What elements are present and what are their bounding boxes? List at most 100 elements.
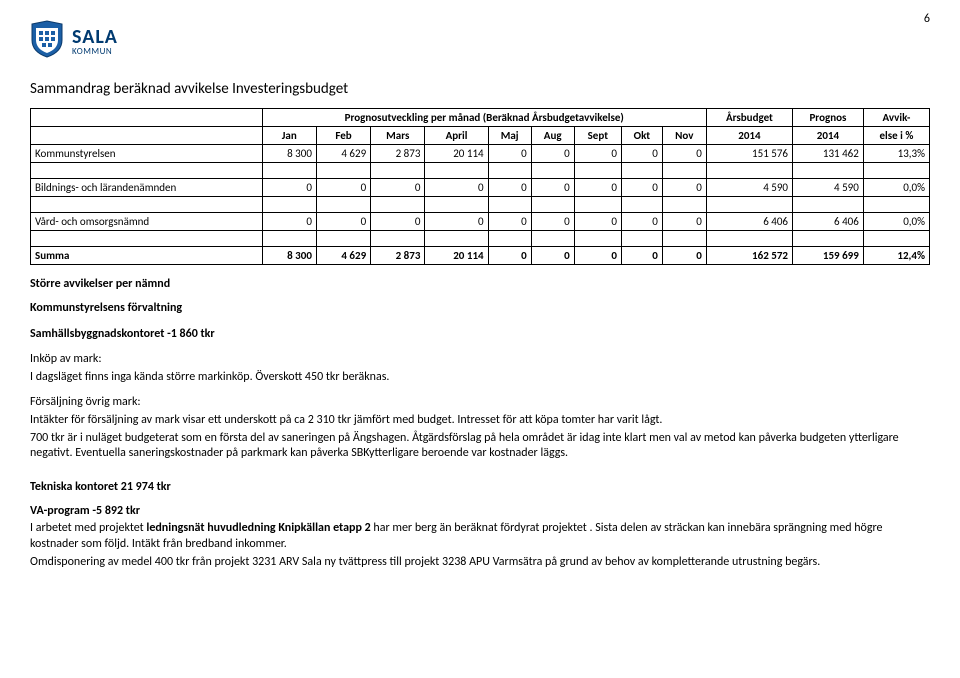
cell xyxy=(488,163,531,179)
cell: 0 xyxy=(316,179,370,197)
th: Aug xyxy=(531,127,574,145)
table-super-header: Prognosutveckling per månad (Beräknad År… xyxy=(31,109,930,127)
th: Nov xyxy=(662,127,706,145)
cell: 0 xyxy=(574,145,621,163)
cell xyxy=(662,163,706,179)
cell: 20 114 xyxy=(425,247,488,265)
cell xyxy=(793,197,864,213)
cell xyxy=(31,197,263,213)
cell xyxy=(706,197,792,213)
cell: 8 300 xyxy=(262,247,316,265)
cell: 0 xyxy=(531,179,574,197)
va-title: VA-program -5 892 tkr xyxy=(30,504,930,520)
cell: 6 406 xyxy=(706,213,792,231)
table-row: Kommunstyrelsen8 3004 6292 87320 1140000… xyxy=(31,145,930,163)
cell: 0 xyxy=(662,179,706,197)
table-row: Vård- och omsorgsnämnd0000000006 4066 40… xyxy=(31,213,930,231)
cell: 6 406 xyxy=(793,213,864,231)
cell xyxy=(863,163,929,179)
cell xyxy=(425,231,488,247)
th xyxy=(31,127,263,145)
th: 2014 xyxy=(706,127,792,145)
cell: 4 590 xyxy=(706,179,792,197)
cell: 162 572 xyxy=(706,247,792,265)
cell xyxy=(31,163,263,179)
shield-icon xyxy=(30,20,64,62)
logo-text: SALA KOMMUN xyxy=(72,27,118,56)
cell: 12,4% xyxy=(863,247,929,265)
tekniska-heading: Tekniska kontoret 21 974 tkr xyxy=(30,480,930,494)
cell xyxy=(706,231,792,247)
forsaljning-title: Försäljning övrig mark: xyxy=(30,395,930,411)
logo-big: SALA xyxy=(72,27,118,47)
th-blank xyxy=(31,109,263,127)
cell xyxy=(488,197,531,213)
cell: 0 xyxy=(662,247,706,265)
table-empty-row xyxy=(31,197,930,213)
row-label: Vård- och omsorgsnämnd xyxy=(31,213,263,231)
th: Mars xyxy=(371,127,425,145)
cell xyxy=(621,163,662,179)
cell xyxy=(316,231,370,247)
cell xyxy=(262,231,316,247)
cell xyxy=(662,231,706,247)
cell xyxy=(425,197,488,213)
cell: 4 629 xyxy=(316,247,370,265)
inkop-title: Inköp av mark: xyxy=(30,352,930,368)
table-row: Summa8 3004 6292 87320 11400000162 57215… xyxy=(31,247,930,265)
page-number: 6 xyxy=(924,12,930,26)
cell: 0 xyxy=(488,213,531,231)
cell: 159 699 xyxy=(793,247,864,265)
cell: 0 xyxy=(316,213,370,231)
th: Feb xyxy=(316,127,370,145)
forsaljning-l1: Intäkter för försäljning av mark visar e… xyxy=(30,413,930,429)
cell: 0 xyxy=(488,145,531,163)
cell xyxy=(531,197,574,213)
cell: 0 xyxy=(621,213,662,231)
cell: 0,0% xyxy=(863,213,929,231)
th: Maj xyxy=(488,127,531,145)
sub-heading: Större avvikelser per nämnd xyxy=(30,277,930,291)
cell xyxy=(371,197,425,213)
cell: 13,3% xyxy=(863,145,929,163)
cell xyxy=(574,197,621,213)
cell xyxy=(574,231,621,247)
cell: 4 590 xyxy=(793,179,864,197)
cell: 131 462 xyxy=(793,145,864,163)
th: else i % xyxy=(863,127,929,145)
row-label: Kommunstyrelsen xyxy=(31,145,263,163)
va-l2: Omdisponering av medel 400 tkr från proj… xyxy=(30,555,930,571)
cell xyxy=(531,163,574,179)
cell: 4 629 xyxy=(316,145,370,163)
cell: 0 xyxy=(662,145,706,163)
va-l1bold: ledningsnät huvudledning Knipkällan etap… xyxy=(146,521,370,535)
row-label: Bildnings- och lärandenämnden xyxy=(31,179,263,197)
table-row: Bildnings- och lärandenämnden0000000004 … xyxy=(31,179,930,197)
th: Sept xyxy=(574,127,621,145)
cell xyxy=(863,197,929,213)
va-line1: I arbetet med projektet ledningsnät huvu… xyxy=(30,521,930,552)
cell: 0 xyxy=(425,213,488,231)
inkop-text: I dagsläget finns inga kända större mark… xyxy=(30,370,930,386)
th: 2014 xyxy=(793,127,864,145)
cell: 0 xyxy=(371,213,425,231)
th: Jan xyxy=(262,127,316,145)
cell: 0 xyxy=(662,213,706,231)
cell xyxy=(706,163,792,179)
forsaljning-l2: 700 tkr är i nuläget budgeterat som en f… xyxy=(30,431,930,462)
cell xyxy=(425,163,488,179)
logo-header: SALA KOMMUN xyxy=(30,20,930,62)
th: Okt xyxy=(621,127,662,145)
cell xyxy=(316,197,370,213)
cell: 0 xyxy=(425,179,488,197)
cell: 0 xyxy=(621,145,662,163)
cell xyxy=(793,163,864,179)
cell: 0 xyxy=(621,247,662,265)
cell: 0 xyxy=(574,213,621,231)
cell xyxy=(371,231,425,247)
cell: 0 xyxy=(574,247,621,265)
logo-small: KOMMUN xyxy=(72,47,118,56)
cell: 0 xyxy=(531,213,574,231)
cell: 8 300 xyxy=(262,145,316,163)
cell: 0 xyxy=(488,179,531,197)
